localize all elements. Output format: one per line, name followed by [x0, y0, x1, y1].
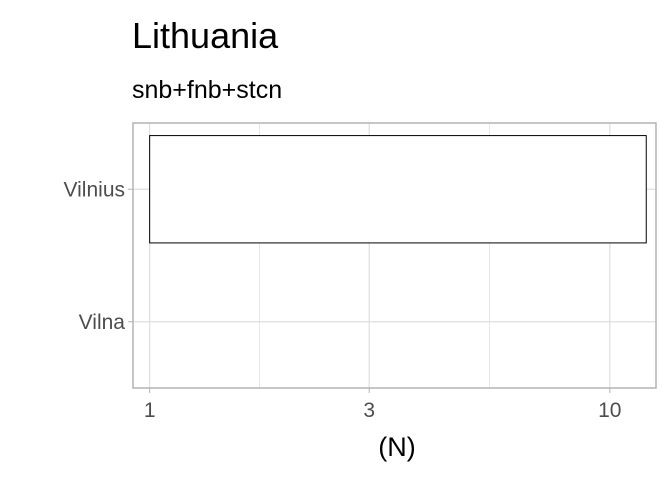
- y-tick-label: Vilnius: [64, 178, 125, 201]
- x-tick-label: 10: [598, 399, 621, 422]
- x-axis-title: (N): [378, 432, 415, 462]
- y-tick-label: Vilna: [79, 311, 126, 334]
- x-axis-tick-labels: 1 3 10: [144, 388, 621, 422]
- chart-subtitle: snb+fnb+stcn: [132, 76, 282, 104]
- panel-border: [132, 122, 657, 389]
- bar-vilnius: [149, 135, 647, 244]
- x-tick-label: 3: [363, 399, 375, 422]
- x-tick-label: 1: [144, 399, 156, 422]
- y-axis-tick-labels: Vilnius Vilna: [64, 178, 133, 334]
- bars: [149, 135, 647, 244]
- chart-title: Lithuania: [132, 15, 279, 56]
